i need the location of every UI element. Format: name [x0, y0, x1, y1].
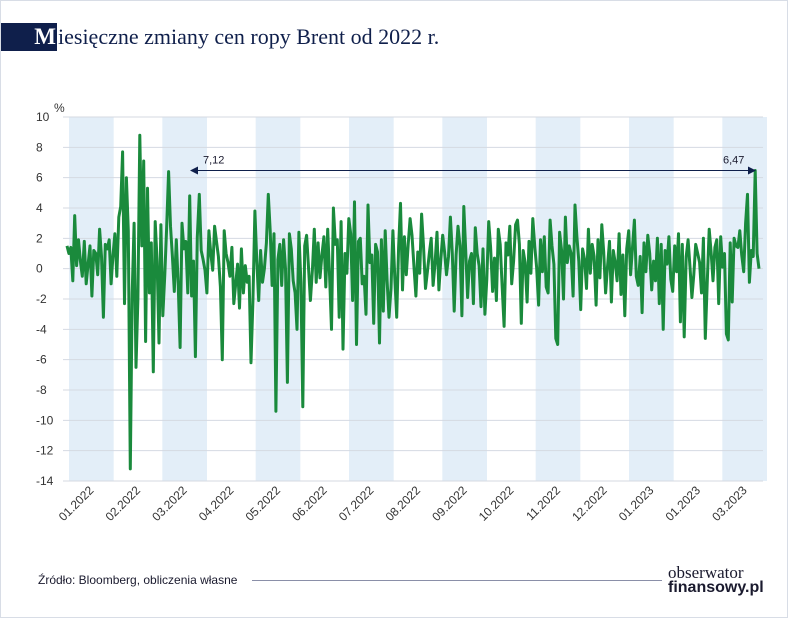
x-tick-label: 03.2022: [149, 483, 190, 524]
x-tick-label: 08.2022: [383, 483, 424, 524]
chart-title: M iesięczne zmiany cen ropy Brent od 202…: [1, 23, 439, 51]
x-tick-label: 02.2022: [103, 483, 144, 524]
footer: Źródło: Bloomberg, obliczenia własne obs…: [38, 563, 764, 596]
x-tick-label: 11.2022: [523, 483, 563, 523]
y-tick-label: 4: [36, 201, 43, 215]
series-group: [65, 133, 761, 471]
series-line: [65, 133, 761, 471]
x-tick-label: 09.2022: [429, 483, 470, 524]
footer-divider: [252, 580, 662, 581]
x-tick-label: 01.2023: [663, 483, 704, 524]
y-tick-label: 0: [36, 262, 43, 276]
annotation-start-label: 7,12: [203, 155, 224, 167]
x-tick-label: 05.2022: [243, 483, 284, 524]
annotation-end-label: 6,47: [723, 155, 744, 167]
y-tick-label: -8: [36, 383, 47, 397]
x-axis-ticks: 01.2022 02.2022 03.2022 04.2022 05.2022 06.20…: [56, 483, 750, 524]
line-chart: -14 -12 -10 -8 -6 -4 -2 0 2 4 6 8 10% 01.2022 02.2022…: [36, 101, 767, 524]
y-tick-label: 10: [36, 110, 50, 124]
x-tick-label: 01.2022: [56, 483, 97, 524]
y-tick-label: -14: [36, 474, 54, 488]
y-tick-label: 8: [36, 140, 43, 154]
y-tick-label: -4: [36, 322, 47, 336]
x-tick-label: 03.2023: [709, 483, 750, 524]
y-axis-ticks: -14 -12 -10 -8 -6 -4 -2 0 2 4 6 8 10%: [36, 101, 65, 488]
annotation-group: 7,12 6,47: [190, 155, 756, 175]
source-note: Źródło: Bloomberg, obliczenia własne: [38, 573, 238, 587]
x-tick-label: 10.2022: [476, 483, 517, 524]
x-tick-label: 12.2022: [569, 483, 610, 524]
x-tick-label: 01.2023: [616, 483, 657, 524]
brand-logo-line1: obserwator: [668, 563, 744, 582]
y-unit-label: %: [54, 101, 65, 115]
y-tick-label: -6: [36, 353, 47, 367]
title-initial: M: [34, 24, 56, 49]
y-tick-label: -2: [36, 292, 47, 306]
y-tick-label: 6: [36, 171, 43, 185]
x-tick-label: 04.2022: [196, 483, 237, 524]
title-text: iesięczne zmiany cen ropy Brent od 2022 …: [58, 24, 440, 49]
x-tick-label: 06.2022: [289, 483, 330, 524]
y-tick-label: -12: [36, 444, 54, 458]
title-accent-bar: M: [1, 23, 57, 51]
y-tick-label: 2: [36, 231, 43, 245]
brand-logo-line2: finansowy.pl: [668, 579, 764, 596]
x-tick-label: 07.2022: [336, 483, 377, 524]
y-tick-label: -10: [36, 413, 54, 427]
